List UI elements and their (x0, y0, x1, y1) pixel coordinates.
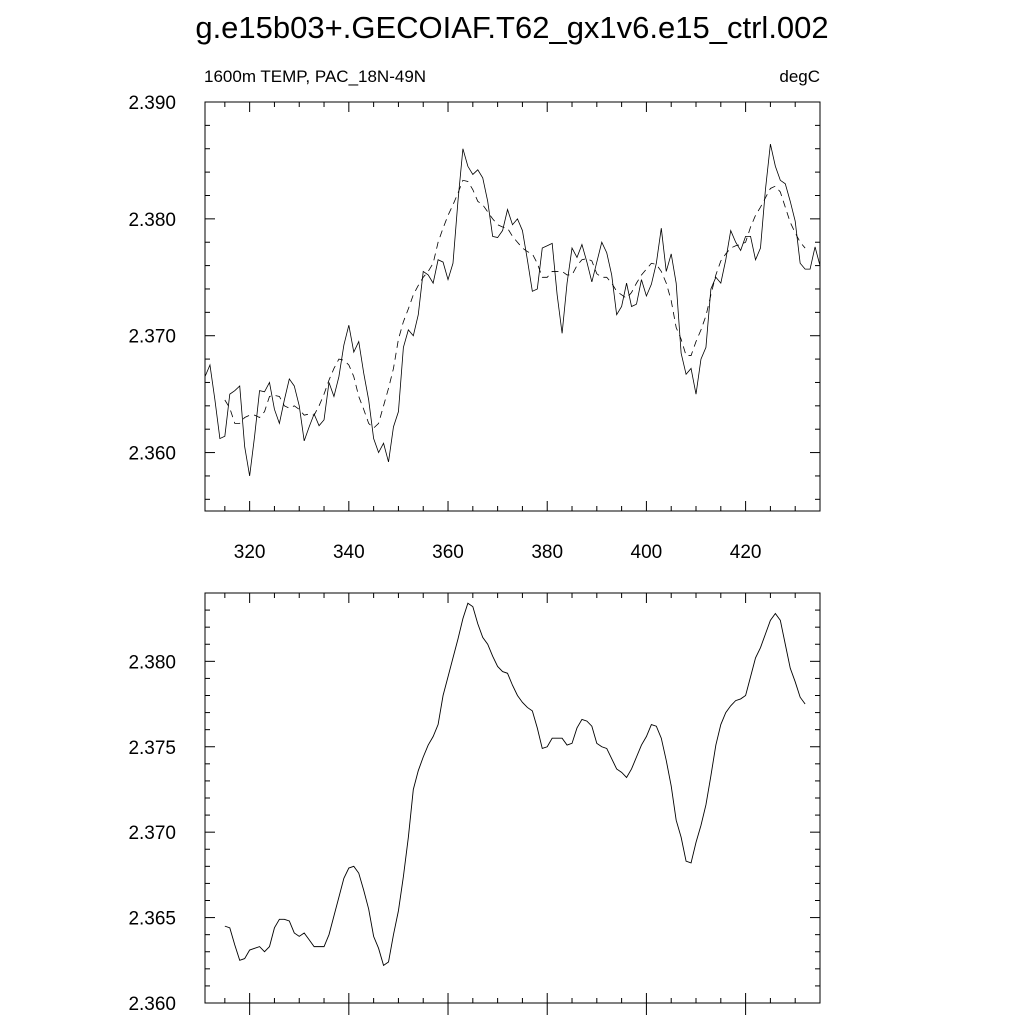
top-y-tick-label: 2.370 (128, 327, 176, 348)
bottom-y-tick-label: 2.365 (128, 909, 176, 930)
bottom-y-tick-label: 2.375 (128, 738, 176, 759)
top-x-tick-label: 400 (631, 542, 663, 563)
bottom-y-tick-label: 2.360 (128, 994, 176, 1015)
top-panel-units-label: degC (779, 67, 820, 86)
top-x-tick-label: 380 (531, 542, 563, 563)
bottom-panel: 2.360 2.365 2.370 2.375 2.380 (128, 592, 821, 1015)
top-series-solid-thin (204, 143, 821, 477)
top-plot-frame (204, 101, 821, 512)
top-y-tick-label: 2.390 (128, 93, 176, 114)
top-y-tick-label: 2.380 (128, 210, 176, 231)
bottom-y-tick-label: 2.380 (128, 652, 176, 673)
figure-title: g.e15b03+.GECOIAF.T62_gx1v6.e15_ctrl.002 (195, 10, 828, 45)
bottom-plot-frame (204, 592, 821, 1004)
top-x-tick-label: 360 (432, 542, 464, 563)
top-panel: 1600m TEMP, PAC_18N-49N degC 320 340 360 38… (128, 67, 821, 563)
top-series-dashed (224, 179, 806, 429)
top-x-tick-label: 340 (333, 542, 365, 563)
top-panel-left-label: 1600m TEMP, PAC_18N-49N (204, 67, 426, 86)
top-x-tick-label: 320 (234, 542, 266, 563)
top-y-tick-label: 2.360 (128, 444, 176, 465)
top-x-tick-label: 420 (730, 542, 762, 563)
bottom-y-tick-label: 2.370 (128, 823, 176, 844)
bottom-series-solid (224, 602, 806, 967)
